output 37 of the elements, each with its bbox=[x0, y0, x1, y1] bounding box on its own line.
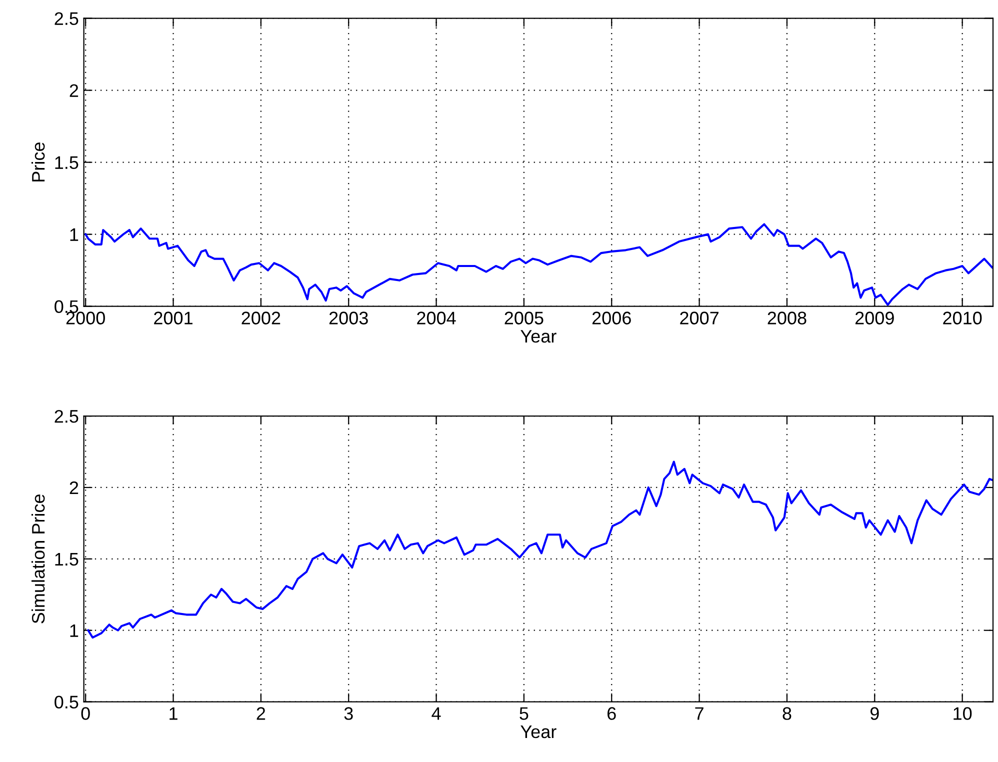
x-tick-label: 2006 bbox=[592, 312, 631, 324]
x-tick-label: 9 bbox=[870, 707, 879, 720]
x-tick-label: 3 bbox=[344, 707, 353, 720]
x-tick-label: 2002 bbox=[242, 312, 280, 324]
x-axis-title: Year bbox=[520, 330, 556, 343]
x-tick-label: 2010 bbox=[943, 312, 982, 324]
y-axis-title: Simulation Price bbox=[31, 494, 45, 624]
x-tick-label: 7 bbox=[695, 707, 704, 720]
line-series bbox=[87, 460, 994, 639]
y-tick-label: 2.5 bbox=[54, 410, 78, 423]
y-tick-label: 1.5 bbox=[55, 156, 78, 170]
y-tick-label: 0.5 bbox=[54, 300, 78, 314]
y-tick-label: 2 bbox=[70, 84, 78, 97]
y-tick-label: 1 bbox=[70, 228, 78, 241]
x-tick-label: 2007 bbox=[680, 312, 718, 324]
y-tick-label: 2.5 bbox=[54, 12, 78, 26]
x-axis-title: Year bbox=[520, 726, 556, 738]
x-tick-label: 10 bbox=[954, 707, 972, 720]
y-axis-title: Price bbox=[31, 142, 45, 182]
x-tick-label: 2009 bbox=[855, 312, 894, 324]
x-tick-label: 2004 bbox=[417, 312, 456, 324]
y-tick-label: 1 bbox=[70, 624, 78, 637]
x-tick-label: 4 bbox=[432, 707, 441, 720]
x-tick-label: 2005 bbox=[504, 312, 544, 324]
y-tick-label: 2 bbox=[70, 481, 78, 494]
x-tick-label: 2008 bbox=[768, 312, 806, 324]
x-tick-label: 0 bbox=[81, 707, 90, 720]
y-tick-label: 1.5 bbox=[55, 553, 78, 566]
x-tick-label: 2001 bbox=[154, 312, 192, 324]
x-tick-label: 1 bbox=[170, 707, 178, 720]
x-tick-label: 2000 bbox=[66, 312, 105, 324]
x-tick-label: 8 bbox=[782, 707, 792, 720]
x-tick-label: 2 bbox=[256, 707, 266, 720]
y-tick-label: 0.5 bbox=[54, 696, 78, 709]
x-tick-label: 6 bbox=[608, 707, 616, 720]
x-tick-label: 5 bbox=[520, 707, 528, 720]
x-tick-label: 2003 bbox=[329, 312, 368, 324]
